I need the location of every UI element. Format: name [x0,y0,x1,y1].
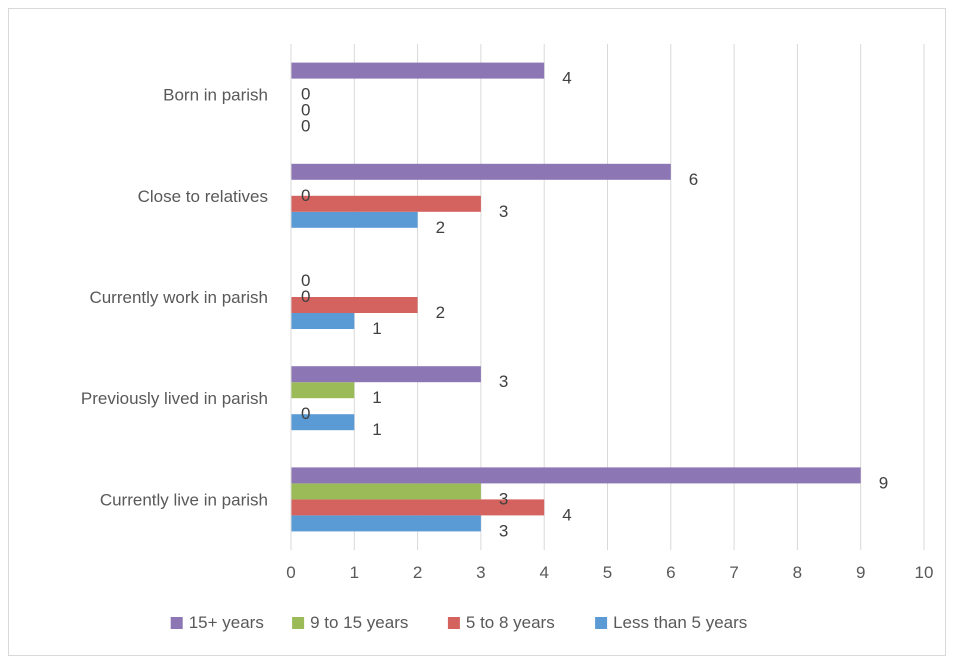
bar [291,515,481,532]
bar [291,382,355,399]
legend-swatch [170,617,183,629]
data-label: 2 [436,303,445,322]
x-tick-label: 8 [793,563,802,582]
bar [291,313,355,329]
bar [291,195,481,212]
x-tick-label: 10 [915,563,934,582]
x-tick-label: 9 [856,563,865,582]
data-label: 0 [301,85,310,104]
data-label: 3 [499,489,508,508]
data-label: 9 [879,473,888,492]
data-label: 0 [301,117,310,136]
chart-frame [8,8,946,656]
legend-label: 5 to 8 years [466,613,555,632]
legend-label: 9 to 15 years [310,613,408,632]
data-label: 1 [372,388,381,407]
bar [291,499,545,516]
x-tick-label: 5 [603,563,612,582]
bar [291,414,355,431]
data-label: 2 [436,218,445,237]
x-tick-label: 6 [666,563,675,582]
category-label: Currently live in parish [100,490,268,509]
data-label: 0 [301,287,310,306]
legend-label: Less than 5 years [613,613,747,632]
x-tick-label: 7 [729,563,738,582]
bar [291,483,481,500]
legend-label: 15+ years [189,613,264,632]
bar [291,297,418,313]
bar [291,211,418,228]
x-tick-label: 2 [413,563,422,582]
data-label: 3 [499,202,508,221]
data-label: 3 [499,521,508,540]
data-label: 0 [301,404,310,423]
bar [291,467,861,484]
category-label: Born in parish [163,86,268,105]
x-tick-label: 0 [286,563,295,582]
data-label: 0 [301,101,310,120]
legend-swatch [292,617,305,629]
data-label: 1 [372,420,381,439]
data-label: 0 [301,271,310,290]
data-label: 4 [562,69,571,88]
x-tick-label: 3 [476,563,485,582]
data-label: 0 [301,186,310,205]
bar [291,366,481,383]
x-tick-label: 1 [350,563,359,582]
data-label: 3 [499,372,508,391]
x-tick-label: 4 [539,563,548,582]
data-label: 6 [689,170,698,189]
category-label: Close to relatives [138,187,268,206]
legend-swatch [595,617,608,629]
category-label: Currently work in parish [89,288,268,307]
data-label: 4 [562,505,571,524]
bar [291,163,671,180]
data-label: 1 [372,319,381,338]
category-label: Previously lived in parish [81,389,268,408]
legend-swatch [447,617,460,629]
bar [291,62,545,79]
